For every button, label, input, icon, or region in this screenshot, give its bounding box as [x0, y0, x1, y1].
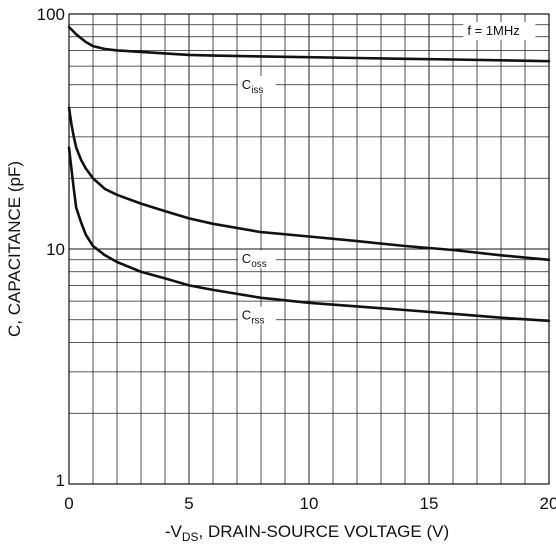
x-tick-labels: 0 5 10 15 20 — [64, 494, 556, 513]
y-tick-label: 10 — [46, 240, 65, 259]
x-tick-label: 10 — [300, 494, 319, 513]
series-label-oss: Coss — [242, 251, 267, 270]
x-tick-label: 0 — [64, 494, 73, 513]
series-label-bg — [237, 306, 276, 325]
frequency-annotation: f = 1MHz — [467, 23, 519, 38]
x-tick-label: 15 — [420, 494, 439, 513]
y-tick-label: 1 — [56, 471, 65, 490]
series-line-crss — [67, 146, 551, 323]
x-axis-label: -VDS, DRAIN-SOURCE VOLTAGE (V) — [165, 522, 449, 544]
y-axis-label: C, CAPACITANCE (pF) — [5, 161, 24, 337]
y-tick-label: 100 — [37, 5, 65, 24]
series-label-bg — [237, 250, 276, 269]
x-tick-label: 20 — [540, 494, 556, 513]
series-labels: Ciss Coss Crss f = 1MHz — [237, 22, 536, 327]
series-lines — [67, 25, 551, 323]
y-tick-labels: 1 10 100 — [37, 5, 65, 490]
series-label-iss: Ciss — [242, 77, 264, 96]
series-line-ciss — [67, 25, 551, 63]
series-label-bg — [237, 75, 276, 94]
series-label-rss: Crss — [242, 308, 265, 327]
grid — [69, 14, 549, 484]
frequency-annotation-bg — [463, 22, 536, 40]
series-line-coss — [67, 106, 551, 262]
x-tick-label: 5 — [184, 494, 193, 513]
plot-frame — [68, 13, 550, 485]
